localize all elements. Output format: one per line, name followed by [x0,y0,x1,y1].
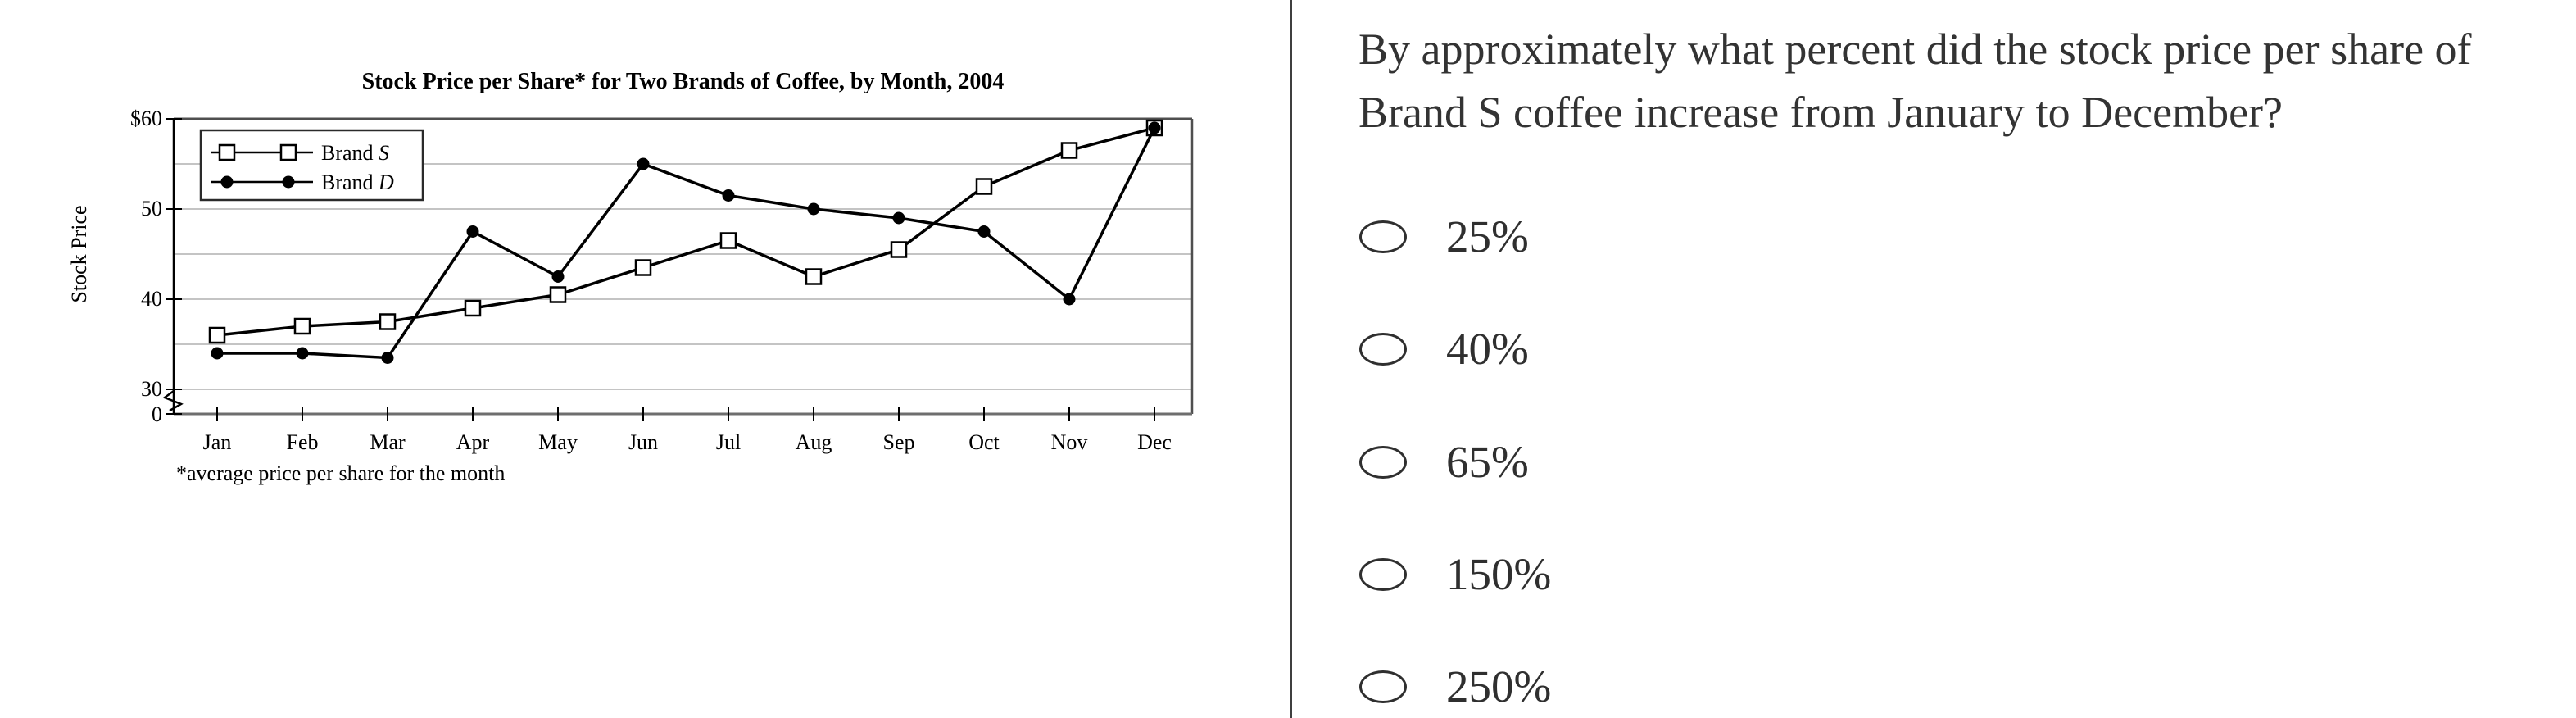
y-tick-label: 40 [141,287,162,311]
stock-price-chart-svg: $60 50 40 300 Jan Feb Mar Apr May Jun Jul Aug Sep Oct… [67,69,1194,485]
series-brand-d [211,121,1161,364]
circle-marker [381,352,394,364]
series-brand-s [208,119,1163,344]
x-tick-label: Nov [1051,430,1088,454]
legend-label: Brand D [321,170,394,194]
option-label[interactable]: 250% [1446,661,1552,711]
question-text: By approximately what percent did the st… [1358,18,2522,144]
circle-marker [977,225,991,238]
chart-title: Stock Price per Share* for Two Brands of… [362,69,1005,94]
x-tick-label: Aug [796,430,832,454]
x-tick-label: May [538,430,578,454]
answer-option[interactable]: 25% [1359,213,1529,261]
stock-price-chart: $60 50 40 30 0 Jan Feb Mar Apr May Jun Jul Aug Sep Oct… [0,0,1278,525]
question-line-1: By approximately what percent did the st… [1358,25,2472,74]
square-marker [464,299,482,317]
circle-marker [551,270,565,283]
legend-box [199,129,424,202]
square-marker [890,241,908,258]
panel-divider [1290,0,1292,718]
x-tick-label: Oct [968,430,1000,454]
y-tick-label: $60 [130,107,162,130]
answer-option[interactable]: 40% [1359,325,1529,373]
y-tick-label: 0 [152,402,162,426]
square-marker [719,232,737,249]
square-marker [549,286,567,303]
circle-marker [296,347,309,360]
x-tick-label: Jan [203,430,232,454]
radio-button-icon[interactable] [1359,220,1407,253]
option-label[interactable]: 25% [1446,211,1529,261]
series-line [216,126,1155,337]
radio-button-icon[interactable] [1359,557,1407,591]
x-tick-label: Apr [456,430,490,454]
chart-footnote: *average price per share for the month [176,461,505,485]
circle-marker [211,347,224,360]
option-label[interactable]: 150% [1446,548,1552,599]
x-tick-label: Feb [287,430,319,454]
question-line-2: Brand S coffee increase from January to … [1358,88,2283,137]
circle-marker [1063,293,1076,306]
y-tick-label: 50 [141,197,162,220]
radio-button-icon[interactable] [1359,445,1407,479]
square-marker [279,143,297,161]
x-tick-label: Jun [628,430,658,454]
option-label[interactable]: 40% [1446,324,1529,375]
square-marker [208,326,226,344]
circle-marker [220,175,234,189]
square-marker [379,313,397,330]
option-label[interactable]: 65% [1446,436,1529,487]
x-tick-label: Sep [883,430,915,454]
square-marker [975,178,993,195]
square-marker [634,259,652,276]
answer-option[interactable]: 65% [1359,436,1529,487]
circle-marker [637,157,650,170]
x-tick-label: Jul [716,430,741,454]
answer-option[interactable]: 150% [1359,548,1552,599]
circle-marker [807,202,820,216]
y-tick-label: 30 [141,377,162,401]
circle-marker [892,211,905,225]
square-marker [1060,142,1078,159]
legend-label: Brand S [321,141,389,165]
y-axis-label: Stock Price [67,205,91,302]
radio-button-icon[interactable] [1359,670,1407,703]
circle-marker [466,225,479,238]
square-marker [218,143,236,161]
square-marker [293,317,311,335]
circle-marker [722,189,735,202]
circle-marker [1148,121,1161,134]
radio-button-icon[interactable] [1359,333,1407,366]
square-marker [805,268,823,285]
x-tick-label: Mar [370,430,406,454]
answer-option[interactable]: 250% [1359,663,1551,711]
series-line [217,127,1156,360]
x-tick-label: Dec [1137,430,1172,454]
circle-marker [282,175,295,189]
y-axis-break [162,389,184,412]
